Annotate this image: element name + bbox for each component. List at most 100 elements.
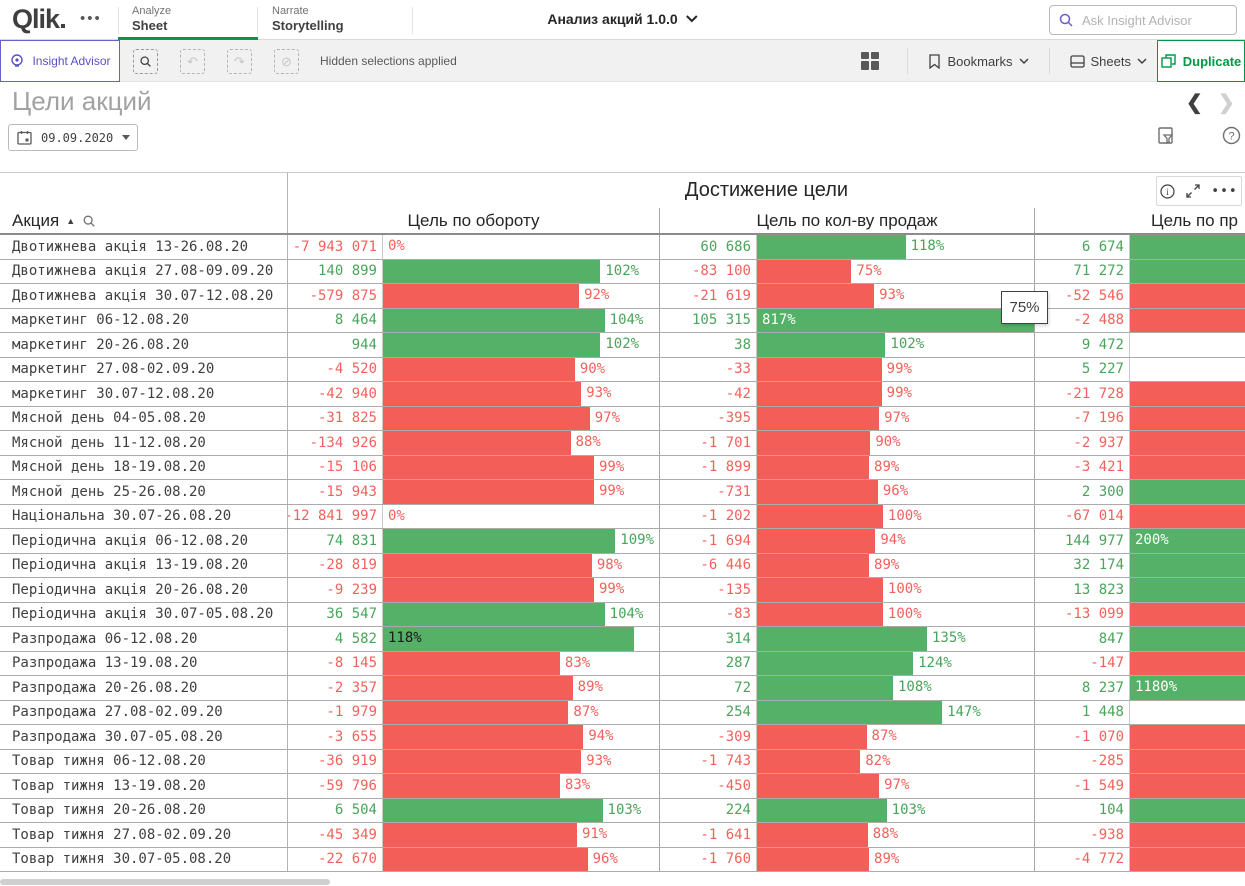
bar-cell[interactable]: 124%: [757, 651, 1035, 675]
measure-value[interactable]: -1 899: [660, 455, 757, 479]
promo-name-cell[interactable]: Двотижнева акція 27.08-09.09.20: [0, 259, 288, 283]
measure-value[interactable]: -59 796: [288, 774, 383, 798]
column-header-sales-count-goal[interactable]: Цель по кол-ву продаж: [660, 208, 1035, 233]
bar-cell[interactable]: 100%: [757, 602, 1035, 626]
fullscreen-icon[interactable]: [1186, 184, 1200, 198]
measure-value[interactable]: 38: [660, 333, 757, 357]
bar-cell[interactable]: [1130, 602, 1245, 626]
bar-cell[interactable]: [1130, 455, 1245, 479]
bookmarks-menu[interactable]: Bookmarks: [918, 40, 1038, 82]
measure-value[interactable]: -285: [1035, 749, 1130, 773]
bar-cell[interactable]: [1130, 774, 1245, 798]
promo-name-cell[interactable]: Разпродажа 27.08-02.09.20: [0, 700, 288, 724]
measure-value[interactable]: -1 549: [1035, 774, 1130, 798]
promo-name-cell[interactable]: Разпродажа 06-12.08.20: [0, 627, 288, 651]
bar-cell[interactable]: 0%: [383, 235, 660, 259]
promo-name-cell[interactable]: Двотижнева акція 13-26.08.20: [0, 235, 288, 259]
bar-cell[interactable]: [1130, 284, 1245, 308]
measure-value[interactable]: -1 979: [288, 700, 383, 724]
bar-cell[interactable]: [1130, 749, 1245, 773]
sheets-menu[interactable]: Sheets: [1060, 40, 1157, 82]
promo-name-cell[interactable]: Періодична акція 20-26.08.20: [0, 578, 288, 602]
bar-cell[interactable]: [1130, 382, 1245, 406]
measure-value[interactable]: -450: [660, 774, 757, 798]
bar-cell[interactable]: 92%: [383, 284, 660, 308]
column-header-turnover-goal[interactable]: Цель по обороту: [288, 208, 660, 233]
measure-value[interactable]: -309: [660, 725, 757, 749]
measure-value[interactable]: -1 743: [660, 749, 757, 773]
bar-cell[interactable]: [1130, 578, 1245, 602]
promo-name-cell[interactable]: маркетинг 20-26.08.20: [0, 333, 288, 357]
measure-value[interactable]: 105 315: [660, 308, 757, 332]
bar-cell[interactable]: 147%: [757, 700, 1035, 724]
bar-cell[interactable]: 102%: [757, 333, 1035, 357]
measure-value[interactable]: -31 825: [288, 406, 383, 430]
horizontal-scrollbar[interactable]: [0, 879, 330, 885]
bar-cell[interactable]: 83%: [383, 651, 660, 675]
step-back-icon[interactable]: ↶: [180, 49, 205, 74]
bar-cell[interactable]: [1130, 308, 1245, 332]
promo-name-cell[interactable]: Разпродажа 13-19.08.20: [0, 651, 288, 675]
measure-value[interactable]: -1 701: [660, 431, 757, 455]
measure-value[interactable]: -3 655: [288, 725, 383, 749]
measure-value[interactable]: -395: [660, 406, 757, 430]
measure-value[interactable]: 287: [660, 651, 757, 675]
measure-value[interactable]: -9 239: [288, 578, 383, 602]
bar-cell[interactable]: 135%: [757, 627, 1035, 651]
duplicate-button[interactable]: Duplicate: [1157, 40, 1245, 82]
bar-cell[interactable]: 104%: [383, 308, 660, 332]
bar-cell[interactable]: 200%: [1130, 529, 1245, 553]
bar-cell[interactable]: 102%: [383, 259, 660, 283]
measure-value[interactable]: -83 100: [660, 259, 757, 283]
promo-name-cell[interactable]: Разпродажа 30.07-05.08.20: [0, 725, 288, 749]
help-icon[interactable]: ?: [1222, 126, 1241, 145]
clear-selections-icon[interactable]: ⊘: [274, 49, 299, 74]
measure-value[interactable]: -3 421: [1035, 455, 1130, 479]
promo-name-cell[interactable]: Мясной день 11-12.08.20: [0, 431, 288, 455]
bar-cell[interactable]: 102%: [383, 333, 660, 357]
tab-analyze-sheet[interactable]: Analyze Sheet: [118, 0, 258, 40]
measure-value[interactable]: -938: [1035, 823, 1130, 847]
measure-value[interactable]: -13 099: [1035, 602, 1130, 626]
bar-cell[interactable]: [1130, 235, 1245, 259]
info-icon[interactable]: i: [1160, 183, 1175, 199]
bar-cell[interactable]: 100%: [757, 578, 1035, 602]
bar-cell[interactable]: 0%: [383, 504, 660, 528]
measure-value[interactable]: 314: [660, 627, 757, 651]
bar-cell[interactable]: [1130, 725, 1245, 749]
bar-cell[interactable]: 99%: [383, 480, 660, 504]
promo-name-cell[interactable]: Періодична акція 13-19.08.20: [0, 553, 288, 577]
insight-advisor-button[interactable]: Insight Advisor: [0, 40, 120, 82]
measure-value[interactable]: -28 819: [288, 553, 383, 577]
measure-value[interactable]: -15 943: [288, 480, 383, 504]
bar-cell[interactable]: 94%: [757, 529, 1035, 553]
measure-value[interactable]: 254: [660, 700, 757, 724]
bar-cell[interactable]: [1130, 798, 1245, 822]
promo-name-cell[interactable]: Товар тижня 30.07-05.08.20: [0, 847, 288, 871]
promo-name-cell[interactable]: маркетинг 06-12.08.20: [0, 308, 288, 332]
bar-cell[interactable]: 83%: [383, 774, 660, 798]
bar-cell[interactable]: [1130, 358, 1245, 382]
bar-cell[interactable]: 97%: [757, 774, 1035, 798]
measure-value[interactable]: -4 520: [288, 357, 383, 381]
bar-cell[interactable]: 93%: [757, 284, 1035, 308]
measure-value[interactable]: 104: [1035, 798, 1130, 822]
bar-cell[interactable]: 94%: [383, 725, 660, 749]
measure-value[interactable]: -147: [1035, 651, 1130, 675]
measure-value[interactable]: 224: [660, 798, 757, 822]
bar-cell[interactable]: 1180%: [1130, 676, 1245, 700]
bar-cell[interactable]: 103%: [383, 798, 660, 822]
bar-cell[interactable]: 103%: [757, 798, 1035, 822]
bar-cell[interactable]: [1130, 406, 1245, 430]
bar-cell[interactable]: 90%: [383, 357, 660, 381]
bar-cell[interactable]: 88%: [383, 431, 660, 455]
measure-value[interactable]: 74 831: [288, 529, 383, 553]
selections-tool-icon[interactable]: [1156, 126, 1176, 146]
step-forward-icon[interactable]: ↷: [227, 49, 252, 74]
measure-value[interactable]: -8 145: [288, 651, 383, 675]
measure-value[interactable]: -67 014: [1035, 504, 1130, 528]
measure-value[interactable]: 13 823: [1035, 578, 1130, 602]
bar-cell[interactable]: 89%: [757, 553, 1035, 577]
measure-value[interactable]: 71 272: [1035, 259, 1130, 283]
bar-cell[interactable]: 96%: [383, 847, 660, 871]
